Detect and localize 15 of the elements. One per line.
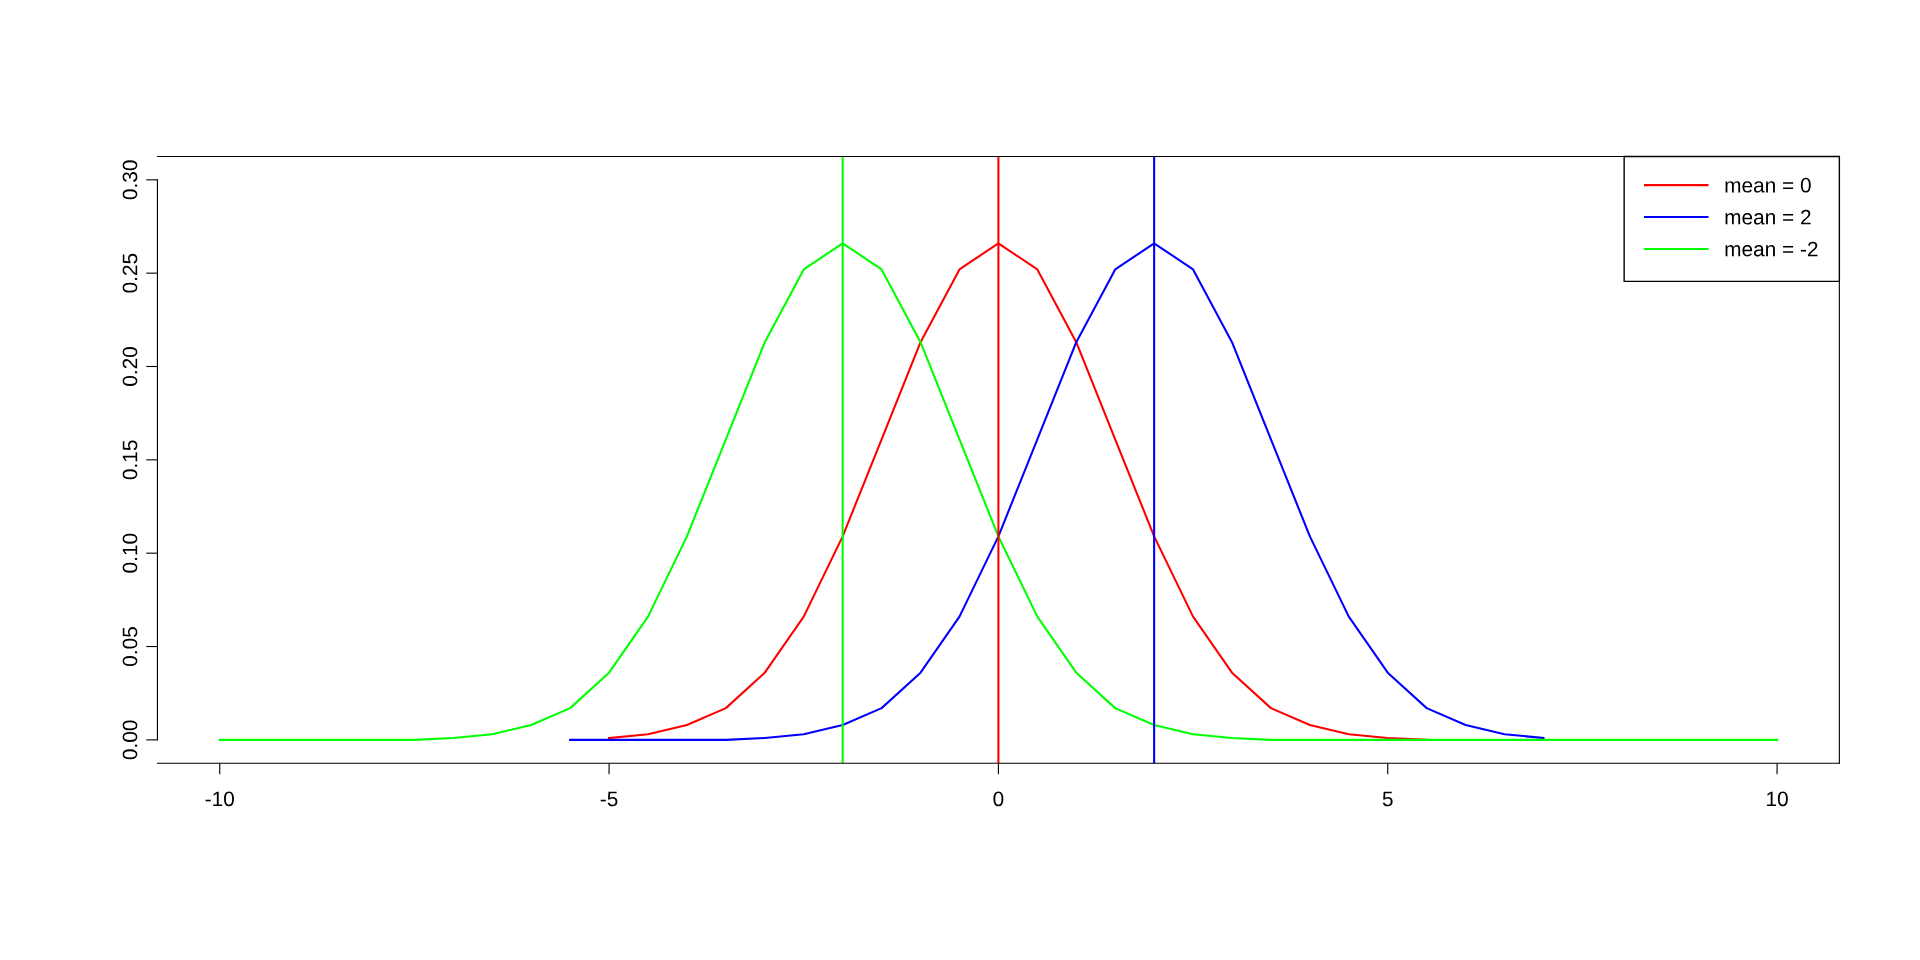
x-tick-label: 0 <box>993 791 1004 807</box>
y-tick-label: 0.15 <box>122 440 138 480</box>
x-tick-label: -10 <box>205 791 234 807</box>
y-tick-label: 0.10 <box>122 533 138 573</box>
x-tick-label: 5 <box>1382 791 1393 807</box>
y-tick-label: 0.20 <box>122 347 138 386</box>
x-tick-label: 10 <box>1767 791 1788 807</box>
y-tick-label: 0.05 <box>122 627 138 666</box>
legend-label: mean = 2 <box>1725 209 1811 225</box>
y-tick-label: 0.25 <box>122 253 138 293</box>
legend-label: mean = 0 <box>1725 177 1811 193</box>
y-tick-label: 0.30 <box>122 160 138 200</box>
x-tick-label: -5 <box>600 791 618 807</box>
y-tick-label: 0.00 <box>122 720 138 760</box>
legend-label: mean = -2 <box>1725 241 1818 257</box>
